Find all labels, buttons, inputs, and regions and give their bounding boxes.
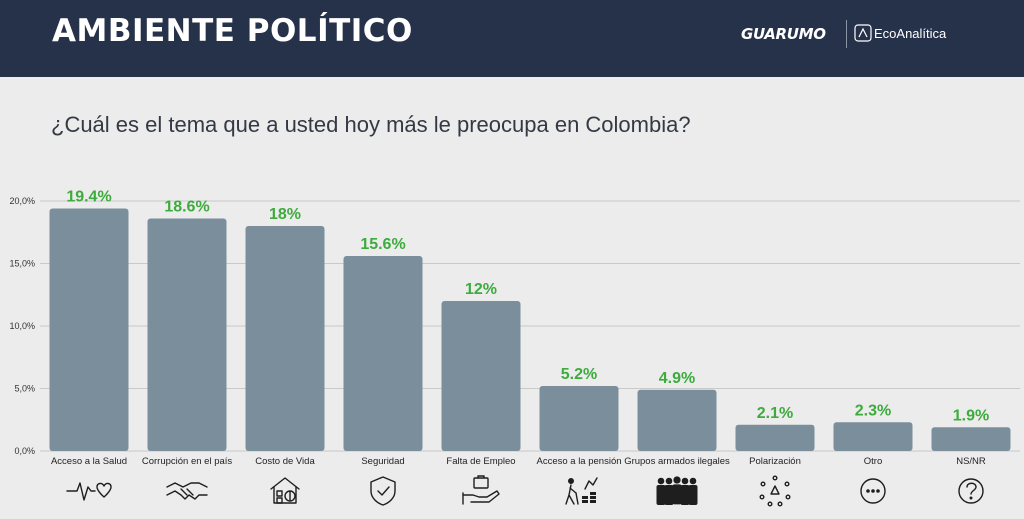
ecoanalitica-logo: EcoAnalítica	[874, 26, 947, 41]
y-tick-label: 20,0%	[9, 196, 35, 206]
x-tick-label: Falta de Empleo	[446, 456, 515, 467]
heartbeat-icon	[66, 482, 112, 501]
x-tick-label: Acceso a la Salud	[51, 456, 127, 467]
value-label: 18.6%	[164, 199, 209, 216]
bar	[49, 208, 129, 451]
bar	[833, 422, 913, 451]
elderly-coins-icon	[565, 477, 598, 505]
x-tick-label: Acceso a la pensión	[536, 456, 621, 467]
y-tick-label: 0,0%	[14, 446, 35, 456]
handshake-icon	[166, 482, 208, 500]
value-label: 2.3%	[855, 402, 891, 419]
x-tick-label: Costo de Vida	[255, 456, 315, 467]
bar	[245, 226, 325, 451]
value-label: 19.4%	[66, 189, 111, 206]
value-label: 2.1%	[757, 405, 793, 422]
armed-group-icon	[656, 476, 698, 505]
bar	[637, 389, 717, 451]
bar	[343, 256, 423, 451]
bar	[539, 386, 619, 451]
value-label: 12%	[465, 281, 497, 298]
polarization-icon	[759, 475, 791, 507]
bar	[147, 218, 227, 451]
ecoanalitica-logo-icon	[854, 24, 872, 42]
y-tick-label: 5,0%	[14, 384, 35, 394]
x-tick-label: Polarización	[749, 456, 801, 467]
x-tick-label: Grupos armados ilegales	[624, 456, 730, 467]
value-label: 18%	[269, 206, 301, 223]
y-tick-label: 10,0%	[9, 321, 35, 331]
house-money-icon	[270, 477, 300, 504]
header-bar: AMBIENTE POLÍTICO GUARUMO EcoAnalítica	[0, 0, 1024, 77]
bar	[931, 427, 1011, 451]
briefcase-hand-icon	[462, 475, 500, 505]
value-label: 1.9%	[953, 407, 989, 424]
guarumo-logo: GUARUMO	[741, 25, 826, 43]
more-dots-icon	[860, 478, 886, 504]
question-circle-icon	[958, 478, 984, 504]
x-tick-label: Seguridad	[361, 456, 404, 467]
x-tick-label: Otro	[864, 456, 882, 467]
value-label: 5.2%	[561, 366, 597, 383]
shield-check-icon	[370, 476, 396, 506]
x-tick-label: NS/NR	[956, 456, 986, 467]
bar	[735, 424, 815, 451]
page-title: AMBIENTE POLÍTICO	[52, 13, 413, 49]
chart-question: ¿Cuál es el tema que a usted hoy más le …	[51, 112, 691, 137]
value-label: 4.9%	[659, 370, 695, 387]
brand-divider	[846, 20, 847, 48]
x-tick-label: Corrupción en el país	[142, 456, 233, 467]
value-label: 15.6%	[360, 236, 405, 253]
bar	[441, 301, 521, 451]
y-tick-label: 15,0%	[9, 259, 35, 269]
